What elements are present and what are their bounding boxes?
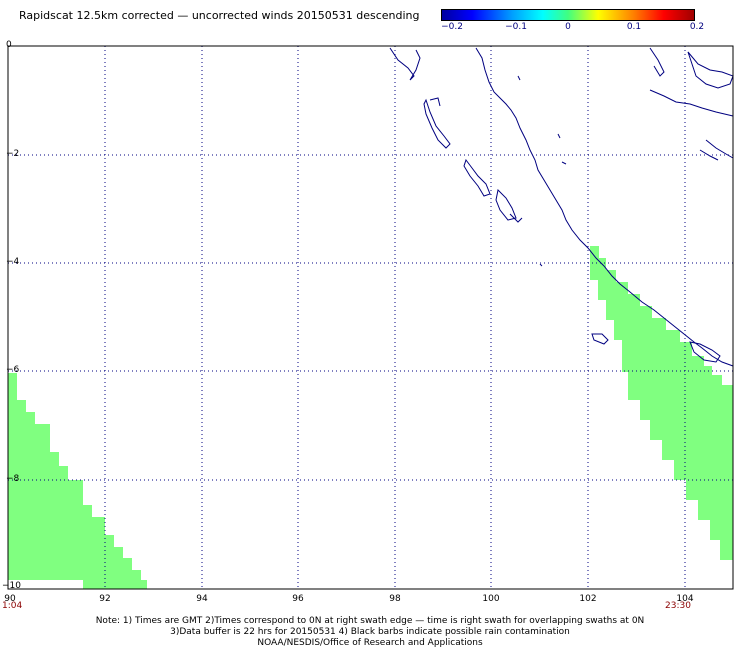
lat-label: 0 — [6, 40, 12, 50]
colorbar-tick-label: 0.2 — [689, 22, 705, 32]
lon-label: 100 — [482, 594, 500, 604]
wind-swath-left — [8, 373, 147, 589]
wind-swath-right — [590, 246, 733, 560]
lon-label: 102 — [579, 594, 597, 604]
footnote-line: Note: 1) Times are GMT 2)Times correspon… — [95, 616, 645, 626]
colorbar — [441, 9, 695, 21]
colorbar-tick-label: −0.1 — [505, 22, 527, 32]
colorbar-tick-label: 0.1 — [626, 22, 642, 32]
swath-time-left: 1:04 — [2, 601, 23, 611]
coastline — [389, 47, 734, 367]
swath-time-right: 23:30 — [665, 601, 691, 611]
lat-label: −4 — [6, 257, 20, 267]
lat-label: −2 — [6, 149, 20, 159]
lat-label: −6 — [6, 365, 20, 375]
lon-label: 96 — [292, 594, 304, 604]
lon-label: 94 — [196, 594, 208, 604]
map-frame — [7, 45, 734, 590]
footnote-line: NOAA/NESDIS/Office of Research and Appli… — [257, 638, 483, 648]
colorbar-tick-label: −0.2 — [441, 22, 463, 32]
map-title: Rapidscat 12.5km corrected — uncorrected… — [19, 9, 420, 22]
lat-label: −10 — [2, 581, 21, 591]
footnotes: Note: 1) Times are GMT 2)Times correspon… — [0, 616, 740, 649]
lon-label: 92 — [99, 594, 111, 604]
lat-label: −8 — [6, 474, 20, 484]
colorbar-tick-label: 0 — [565, 22, 571, 32]
lon-label: 98 — [389, 594, 401, 604]
footnote-line: 3)Data buffer is 22 hrs for 20150531 4) … — [170, 627, 570, 637]
lon-label: 104 — [676, 594, 694, 604]
lon-label: 90 — [4, 594, 16, 604]
